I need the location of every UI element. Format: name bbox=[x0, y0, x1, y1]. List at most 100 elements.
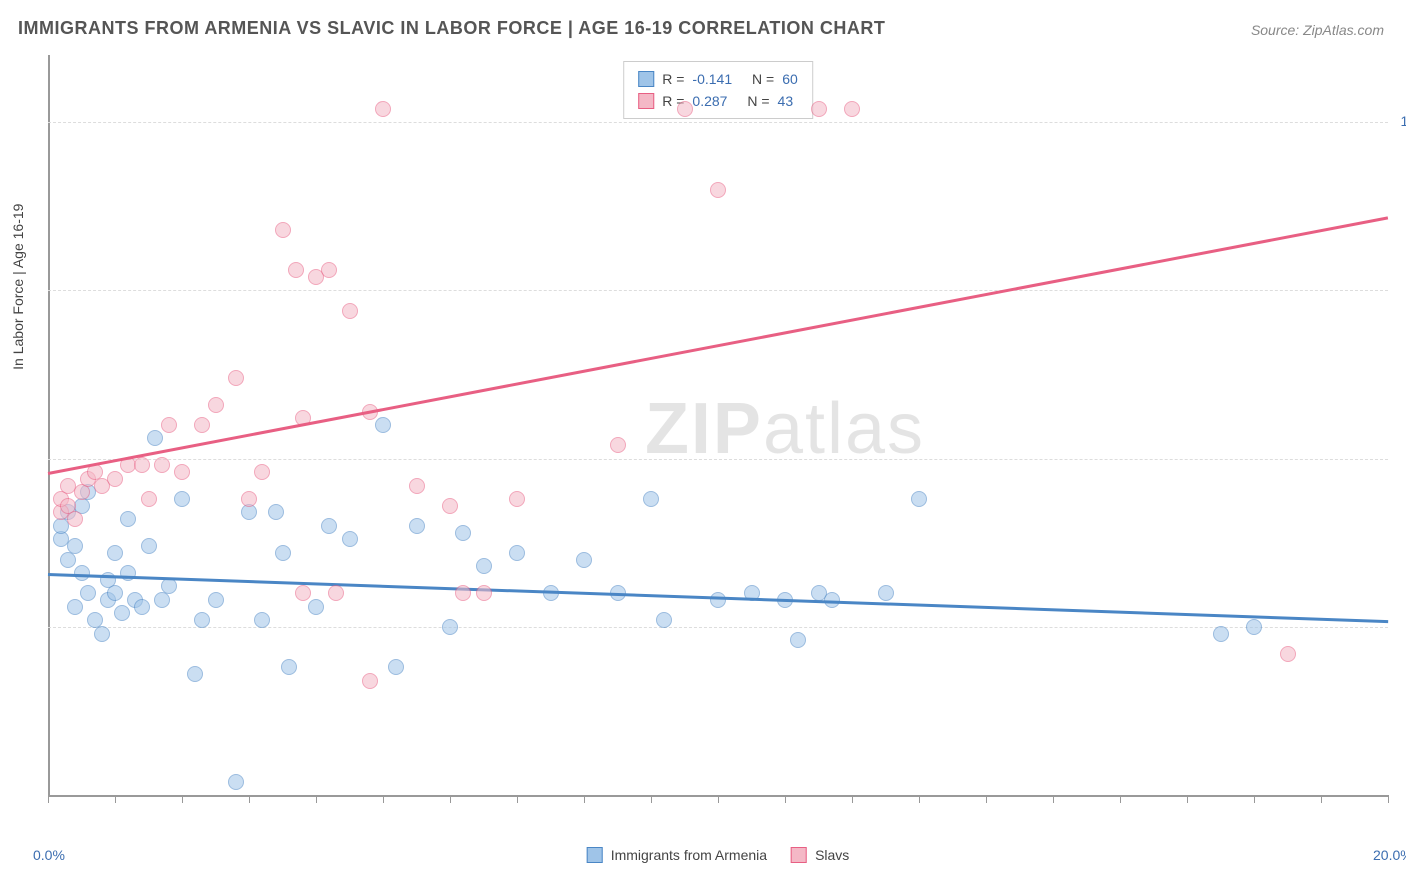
data-point bbox=[677, 101, 693, 117]
x-tick bbox=[316, 795, 317, 803]
data-point bbox=[610, 437, 626, 453]
chart-container: IMMIGRANTS FROM ARMENIA VS SLAVIC IN LAB… bbox=[0, 0, 1406, 892]
plot-area: In Labor Force | Age 16-19 ZIPatlas R = … bbox=[48, 55, 1388, 835]
grid-line bbox=[48, 122, 1388, 123]
data-point bbox=[911, 491, 927, 507]
data-point bbox=[388, 659, 404, 675]
data-point bbox=[321, 262, 337, 278]
data-point bbox=[67, 599, 83, 615]
data-point bbox=[476, 558, 492, 574]
watermark-rest: atlas bbox=[763, 389, 925, 469]
data-point bbox=[455, 525, 471, 541]
data-point bbox=[643, 491, 659, 507]
data-point bbox=[275, 545, 291, 561]
data-point bbox=[308, 599, 324, 615]
data-point bbox=[208, 397, 224, 413]
data-point bbox=[141, 538, 157, 554]
data-point bbox=[442, 498, 458, 514]
trend-line bbox=[48, 573, 1388, 623]
data-point bbox=[476, 585, 492, 601]
data-point bbox=[120, 565, 136, 581]
n-label: N = bbox=[752, 68, 774, 90]
data-point bbox=[710, 182, 726, 198]
data-point bbox=[228, 774, 244, 790]
swatch-armenia bbox=[638, 71, 654, 87]
data-point bbox=[120, 511, 136, 527]
data-point bbox=[295, 585, 311, 601]
data-point bbox=[275, 222, 291, 238]
data-point bbox=[409, 518, 425, 534]
data-point bbox=[80, 585, 96, 601]
source-attribution: Source: ZipAtlas.com bbox=[1251, 22, 1384, 38]
data-point bbox=[254, 612, 270, 628]
data-point bbox=[161, 417, 177, 433]
data-point bbox=[509, 545, 525, 561]
data-point bbox=[134, 599, 150, 615]
data-point bbox=[208, 592, 224, 608]
data-point bbox=[268, 504, 284, 520]
data-point bbox=[710, 592, 726, 608]
data-point bbox=[241, 491, 257, 507]
series-name-slavs: Slavs bbox=[815, 847, 849, 863]
x-tick bbox=[249, 795, 250, 803]
x-tick bbox=[450, 795, 451, 803]
legend-row-armenia: R = -0.141 N = 60 bbox=[638, 68, 798, 90]
data-point bbox=[342, 531, 358, 547]
data-point bbox=[114, 605, 130, 621]
x-tick bbox=[383, 795, 384, 803]
data-point bbox=[844, 101, 860, 117]
grid-line bbox=[48, 459, 1388, 460]
data-point bbox=[141, 491, 157, 507]
data-point bbox=[1213, 626, 1229, 642]
legend-row-slavs: R = 0.287 N = 43 bbox=[638, 90, 798, 112]
x-tick bbox=[48, 795, 49, 803]
data-point bbox=[375, 101, 391, 117]
trend-line bbox=[48, 216, 1388, 474]
data-point bbox=[811, 101, 827, 117]
x-tick bbox=[1388, 795, 1389, 803]
data-point bbox=[281, 659, 297, 675]
data-point bbox=[194, 612, 210, 628]
watermark-bold: ZIP bbox=[645, 389, 763, 469]
data-point bbox=[94, 626, 110, 642]
swatch-armenia bbox=[587, 847, 603, 863]
y-tick-label: 100.0% bbox=[1401, 113, 1406, 129]
data-point bbox=[194, 417, 210, 433]
x-tick bbox=[584, 795, 585, 803]
data-point bbox=[147, 430, 163, 446]
x-tick bbox=[919, 795, 920, 803]
data-point bbox=[455, 585, 471, 601]
data-point bbox=[656, 612, 672, 628]
x-tick bbox=[651, 795, 652, 803]
x-tick bbox=[1187, 795, 1188, 803]
correlation-legend: R = -0.141 N = 60 R = 0.287 N = 43 bbox=[623, 61, 813, 119]
n-value-armenia: 60 bbox=[782, 68, 798, 90]
chart-title: IMMIGRANTS FROM ARMENIA VS SLAVIC IN LAB… bbox=[18, 18, 885, 39]
r-value-armenia: -0.141 bbox=[692, 68, 732, 90]
series-legend: Immigrants from Armenia Slavs bbox=[587, 847, 850, 863]
n-label: N = bbox=[747, 90, 769, 112]
data-point bbox=[288, 262, 304, 278]
y-axis-line bbox=[48, 55, 50, 795]
legend-item-armenia: Immigrants from Armenia bbox=[587, 847, 767, 863]
x-tick bbox=[852, 795, 853, 803]
data-point bbox=[878, 585, 894, 601]
r-value-slavs: 0.287 bbox=[692, 90, 727, 112]
x-tick bbox=[1120, 795, 1121, 803]
data-point bbox=[1246, 619, 1262, 635]
data-point bbox=[107, 545, 123, 561]
r-label: R = bbox=[662, 68, 684, 90]
data-point bbox=[67, 538, 83, 554]
data-point bbox=[107, 471, 123, 487]
x-tick bbox=[115, 795, 116, 803]
x-tick bbox=[785, 795, 786, 803]
data-point bbox=[174, 464, 190, 480]
x-tick-label: 20.0% bbox=[1373, 847, 1406, 863]
x-tick-label: 0.0% bbox=[33, 847, 65, 863]
y-axis-label: In Labor Force | Age 16-19 bbox=[10, 204, 26, 370]
data-point bbox=[228, 370, 244, 386]
data-point bbox=[321, 518, 337, 534]
data-point bbox=[409, 478, 425, 494]
data-point bbox=[328, 585, 344, 601]
data-point bbox=[174, 491, 190, 507]
